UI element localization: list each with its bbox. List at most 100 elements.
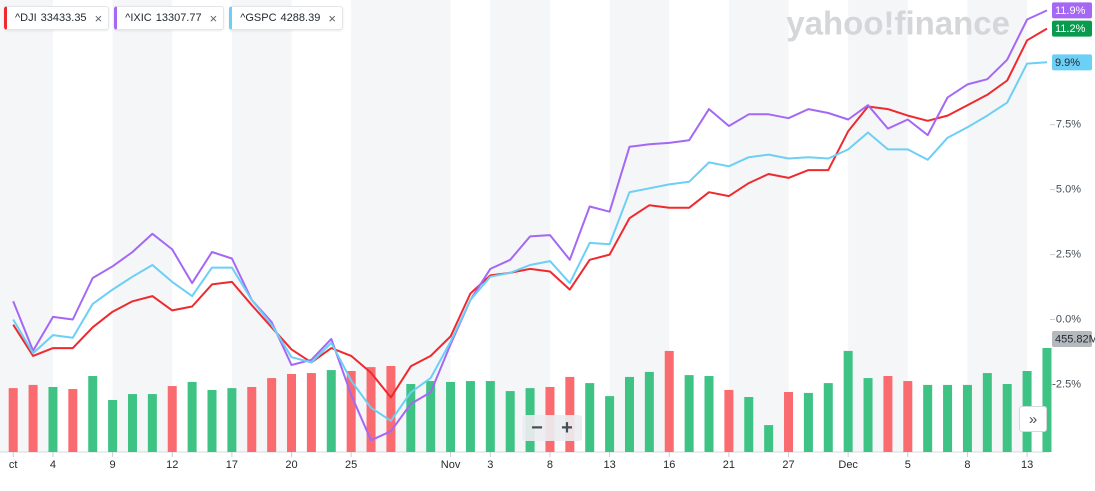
volume-bar [784,391,794,452]
more-button[interactable]: » [1019,406,1047,432]
volume-bar [764,425,774,452]
volume-bar [1002,384,1012,452]
legend-item: ^IXIC 13307.77 × [114,6,225,30]
quote: 33433.35 [40,12,87,24]
volume-bar [167,386,177,452]
volume-bar [704,376,714,452]
volume-bar [446,381,456,452]
value-label: 455.82M [1055,333,1095,345]
week-stripe [490,0,550,452]
y-tick-label: 5.0% [1056,184,1081,196]
value-label: 11.9% [1055,5,1086,17]
value-label: 11.2% [1055,23,1086,35]
volume-bar [187,381,197,452]
volume-bar [803,392,813,452]
close-button[interactable]: × [94,10,103,26]
zoom-controls: − + [522,415,582,441]
volume-bar [108,399,118,452]
volume-bar [267,378,277,452]
volume-bar [684,375,694,452]
y-tick-label: 2.5% [1056,248,1081,260]
volume-bar [426,381,436,452]
volume-bar [605,396,615,452]
volume-bar [88,376,98,452]
x-tick-label: 17 [226,459,238,471]
volume-bar [227,388,237,452]
x-tick-label: 13 [603,459,615,471]
value-badge [1052,330,1092,347]
x-tick-label: 9 [110,459,116,471]
series-line [12,9,1048,442]
legend-item: ^GSPC 4288.39 × [229,6,343,30]
volume-bar [287,373,297,452]
y-tick-label: 0.0% [1056,313,1081,325]
volume-bar [565,376,575,452]
volume-bar [8,388,18,452]
x-tick-label: 8 [547,459,553,471]
x-tick-label: Nov [441,459,461,471]
volume-bar [306,373,316,452]
volume-bar [883,376,893,452]
quote: 13307.77 [155,12,202,24]
volume-bar [406,384,416,452]
volume-bar [943,384,953,452]
zoom-in-button[interactable]: + [561,416,573,439]
volume-bar [485,381,495,452]
volume-bar [505,391,515,452]
value-badge [1052,20,1092,37]
name: ^GSPC [240,12,277,24]
watermark: yahoo!finance [786,5,1010,42]
volume-bar [863,378,873,452]
volume-bar [644,371,654,452]
close-button[interactable]: × [328,10,336,26]
volume-bar [68,389,78,452]
volume-bar [386,365,396,452]
volume-bar [724,389,734,452]
volume-bar [1042,347,1052,452]
name: ^DJI [15,12,37,24]
y-tick-label: -2.5% [1052,378,1081,390]
x-tick-label: 21 [723,459,735,471]
x-tick-label: 4 [50,459,56,471]
volume-bar [585,383,595,452]
name: ^IXIC [125,12,152,24]
series-line [12,27,1048,399]
volume-bar [624,376,634,452]
x-tick-label: 27 [782,459,794,471]
x-tick-label: Dec [838,459,858,471]
volume-bar [982,373,992,452]
zoom-out-button[interactable]: − [531,416,543,439]
week-stripe [848,0,908,452]
x-tick-label: 8 [964,459,970,471]
value-badge [1052,2,1092,19]
legend: ^DJI 33433.35 × ^IXIC 13307.77 × ^GSPC 4288.39 × [4,6,343,30]
week-stripe [231,0,292,452]
y-tick-label: 7.5% [1056,119,1081,131]
x-tick-label: 12 [166,459,178,471]
week-stripe [967,0,1028,452]
x-tick-label: 3 [487,459,493,471]
value-badge [1052,54,1092,71]
volume-bar [843,350,853,452]
volume-bar [48,386,58,452]
volume-bar [247,386,257,452]
x-tick-label: ct [9,459,18,471]
volume-bar [923,384,933,452]
volume-bar [366,367,376,452]
volume-bar [28,384,38,452]
volume-bar [903,381,913,452]
value-label: 9.9% [1055,57,1080,69]
week-stripe [609,0,670,452]
volume-bar [326,370,336,452]
week-stripe [728,0,789,452]
volume-bar [147,394,157,452]
volume-bar [664,350,674,452]
week-stripe [351,0,451,452]
week-stripe [0,0,53,452]
volume-bar [207,389,217,452]
x-tick-label: 13 [1021,459,1033,471]
close-button[interactable]: × [209,10,218,26]
volume-bar [823,383,833,452]
